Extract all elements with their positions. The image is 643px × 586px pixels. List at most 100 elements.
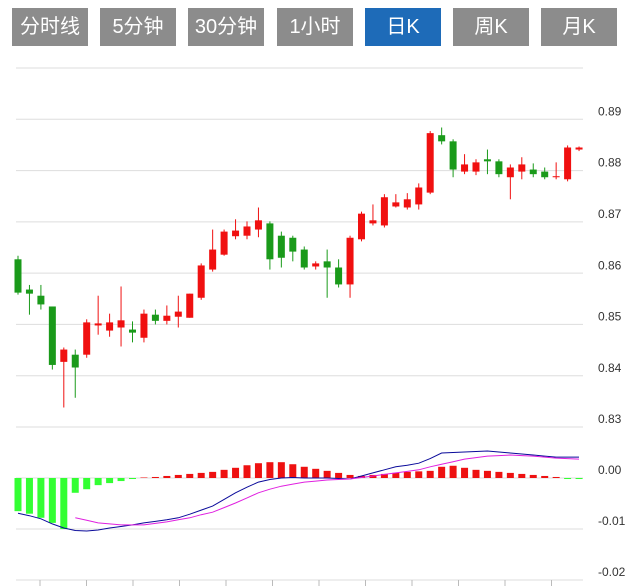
period-tab[interactable]: 周K <box>453 8 529 46</box>
macd-bar <box>117 478 125 482</box>
candle-body <box>140 313 148 338</box>
macd-bar <box>60 478 68 529</box>
macd-bar <box>300 466 308 478</box>
y-tick-label: 0.00 <box>598 463 622 477</box>
candle-body <box>129 329 136 333</box>
period-tab[interactable]: 5分钟 <box>100 8 176 46</box>
candle-body <box>60 349 68 362</box>
macd-bar <box>289 464 297 478</box>
y-tick-label: -0.01 <box>598 514 626 528</box>
candle-body <box>415 187 423 205</box>
macd-bar <box>518 473 526 478</box>
macd-bar <box>37 478 45 518</box>
y-tick-label: -0.02 <box>598 565 626 579</box>
candle-body <box>392 202 400 207</box>
tab-bar: 分时线 5分钟 30分钟 1小时 日K 周K 月K <box>0 0 643 52</box>
candle-body <box>529 169 537 175</box>
period-tab[interactable]: 月K <box>541 8 617 46</box>
candle-body <box>289 237 297 252</box>
candle-body <box>48 306 56 365</box>
macd-bar <box>25 478 33 514</box>
macd-bar <box>323 470 331 478</box>
macd-bar <box>564 478 572 480</box>
candle-body <box>300 249 308 268</box>
candle-body <box>358 213 365 240</box>
candle-body <box>312 263 320 267</box>
macd-bar <box>48 478 56 523</box>
candle-body <box>575 147 583 150</box>
macd-bar <box>14 478 22 512</box>
period-tab[interactable]: 日K <box>365 8 441 46</box>
candle-body <box>266 223 274 260</box>
macd-bar <box>94 478 102 486</box>
candle-body <box>564 147 572 180</box>
macd-bar <box>403 471 411 478</box>
y-tick-label: 0.83 <box>598 412 622 426</box>
macd-bar <box>506 472 514 478</box>
macd-bar <box>529 474 537 478</box>
candle-body <box>254 220 262 230</box>
macd-line <box>17 450 579 532</box>
macd-bar <box>71 478 79 493</box>
candle-body <box>472 162 480 172</box>
macd-bar <box>197 472 205 478</box>
macd-bar <box>312 468 320 478</box>
candle-body <box>506 167 514 178</box>
macd-bar <box>151 476 159 478</box>
period-tab[interactable]: 分时线 <box>12 8 88 46</box>
macd-bar <box>174 474 182 478</box>
macd-bar <box>575 478 583 480</box>
macd-bar <box>83 478 91 490</box>
macd-bar <box>449 465 457 478</box>
y-tick-label: 0.85 <box>598 310 622 324</box>
macd-bar <box>254 463 262 478</box>
candle-body <box>449 141 457 170</box>
macd-bar <box>346 474 354 478</box>
candle-body <box>220 231 228 255</box>
candle-body <box>106 322 114 331</box>
candle-body <box>403 199 411 208</box>
candle-body <box>277 235 285 258</box>
period-tab[interactable]: 1小时 <box>277 8 353 46</box>
candle-body <box>197 265 205 298</box>
candle-body <box>174 311 182 317</box>
candle-body <box>552 176 560 178</box>
y-tick-label: 0.86 <box>598 258 622 272</box>
candle-body <box>483 159 491 162</box>
macd-bar <box>438 466 446 478</box>
candle-body <box>346 237 354 285</box>
candle-body <box>438 135 446 142</box>
macd-bar <box>552 476 560 478</box>
y-tick-label: 0.88 <box>598 156 622 170</box>
macd-bar <box>541 475 549 478</box>
macd-bar <box>426 470 434 478</box>
candle-body <box>323 261 331 268</box>
candle-body <box>335 267 343 285</box>
candle-body <box>495 161 503 175</box>
candle-body <box>117 320 125 328</box>
macd-line <box>75 454 580 526</box>
candle-body <box>25 289 33 294</box>
macd-bar <box>129 478 136 480</box>
macd-bar <box>266 462 274 478</box>
y-tick-label: 0.84 <box>598 361 622 375</box>
macd-bar <box>483 470 491 478</box>
macd-bar <box>392 472 400 478</box>
candle-body <box>541 171 549 178</box>
candle-body <box>186 293 194 318</box>
period-tab[interactable]: 30分钟 <box>188 8 264 46</box>
macd-bar <box>380 473 388 478</box>
macd-bar <box>358 475 365 478</box>
y-tick-label: 0.87 <box>598 207 622 221</box>
candle-body <box>518 164 526 172</box>
macd-bar <box>415 471 423 478</box>
candle-body <box>83 322 91 355</box>
macd-bar <box>461 467 469 478</box>
candle-body <box>151 314 159 321</box>
candle-body <box>71 354 79 368</box>
candle-body <box>461 164 469 172</box>
candle-body <box>37 295 45 305</box>
macd-bar <box>220 469 228 478</box>
